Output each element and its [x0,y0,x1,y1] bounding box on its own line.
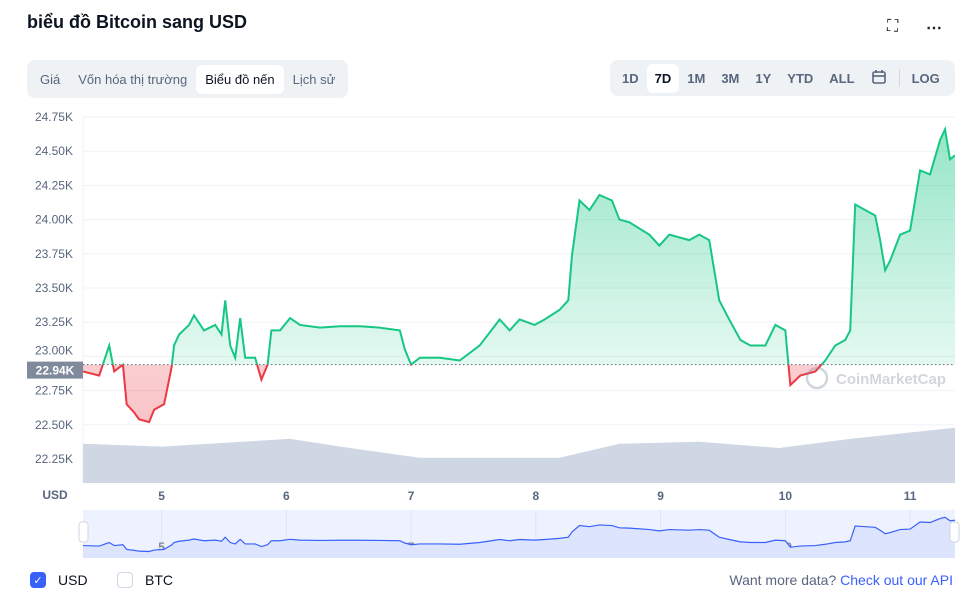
y-tick-label: 23.00K [35,344,73,358]
usd-checkbox[interactable]: ✓ USD [30,572,88,588]
navigator-line [82,516,956,553]
tab-market-cap[interactable]: Vốn hóa thị trường [78,71,188,87]
navigator-handle-left[interactable] [78,521,89,543]
price-area-up [83,129,955,365]
y-tick-label: 22.75K [35,384,73,398]
range-selector: 1D 7D 1M 3M 1Y YTD ALL LOG [610,60,955,96]
watermark-text: CoinMarketCap [836,371,946,388]
want-more-text: Want more data? [729,572,837,588]
log-toggle[interactable]: LOG [911,70,940,86]
x-tick-label: 5 [158,489,165,503]
y-tick-label: 24.50K [35,144,73,158]
y-tick-label: 23.25K [35,315,73,329]
usd-label: USD [58,572,88,588]
range-all[interactable]: ALL [829,70,855,86]
tab-history[interactable]: Lịch sử [292,71,336,87]
price-area-down [83,364,822,423]
expand-icon[interactable]: ⛶ [887,18,899,35]
api-link[interactable]: Check out our API [840,572,953,588]
y-tick-label: 24.25K [35,178,73,192]
currency-label: USD [42,488,68,502]
chart-type-tabs: Giá Vốn hóa thị trường Biểu đồ nến Lịch … [27,60,349,98]
volume-area [83,427,955,483]
unchecked-box-icon[interactable] [117,572,133,588]
x-tick-label: 7 [408,489,415,503]
y-tick-label: 24.75K [35,110,73,124]
x-tick-label: 8 [532,489,539,503]
page-title: biểu đồ Bitcoin sang USD [27,12,248,32]
y-tick-label: 23.75K [35,247,73,261]
y-tick-label: 22.25K [35,452,73,466]
range-1y[interactable]: 1Y [755,70,772,86]
y-tick-label: 24.00K [35,213,73,227]
btc-label: BTC [145,572,173,588]
tab-price[interactable]: Giá [40,71,61,87]
range-7d[interactable]: 7D [646,63,680,93]
range-1d[interactable]: 1D [622,70,639,86]
calendar-icon[interactable] [863,62,895,95]
api-promo: Want more data? Check out our API [729,572,953,588]
watermark: CoinMarketCap [805,366,946,390]
x-tick-label: 10 [779,489,793,503]
x-tick-label: 9 [657,489,664,503]
navigator-area [83,517,955,558]
tab-candlestick[interactable]: Biểu đồ nến [196,64,284,94]
navigator-handle-right[interactable] [949,521,960,543]
range-3m[interactable]: 3M [721,70,740,86]
y-tick-label: 23.50K [35,281,73,295]
range-1m[interactable]: 1M [687,70,706,86]
btc-checkbox[interactable]: BTC [117,572,173,588]
more-horizontal-icon[interactable]: ⋯ [926,20,942,37]
y-tick-label: 22.50K [35,418,73,432]
x-tick-label: 6 [283,489,290,503]
divider [898,69,900,87]
check-icon[interactable]: ✓ [30,572,46,588]
navigator-tick-label: 5 [158,540,165,554]
price-line-down [83,364,823,424]
range-ytd[interactable]: YTD [787,70,814,86]
baseline-label: 22.94K [36,364,75,378]
price-line-up [101,125,955,365]
baseline-label-box [27,361,83,379]
price-chart[interactable]: 22.25K 22.50K 22.75K 23.00K 23.25K 23.50K 23.7… [0,0,979,565]
x-tick-label: 11 [904,489,917,503]
